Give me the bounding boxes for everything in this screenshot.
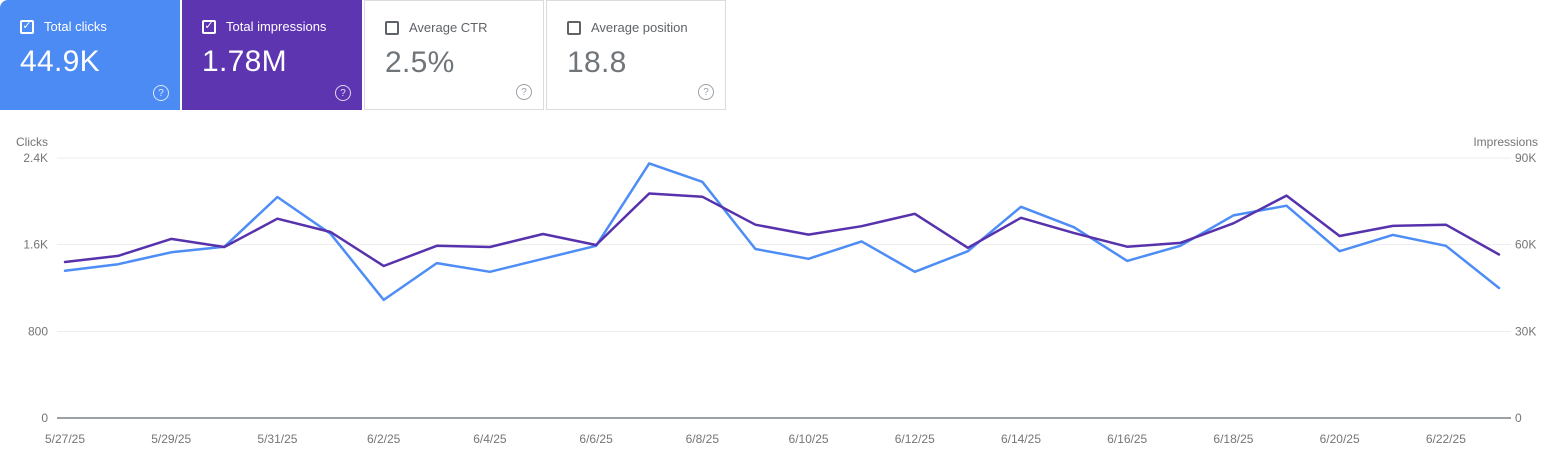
- metric-card-value: 18.8: [567, 46, 627, 79]
- x-axis-date-label: 5/27/25: [45, 432, 85, 446]
- performance-chart[interactable]: Clicks Impressions 0 800 1.6K 2.4K 0 30K 60K 90K 5…: [0, 125, 1557, 471]
- left-axis-tick: 2.4K: [23, 151, 48, 165]
- x-axis-date-label: 6/8/25: [686, 432, 720, 446]
- checkbox-checked-icon[interactable]: ✓: [202, 19, 216, 34]
- x-axis-date-label: 6/4/25: [473, 432, 507, 446]
- metric-card-label: Average position: [591, 20, 688, 35]
- metric-card-value: 44.9K: [20, 45, 100, 78]
- metric-card-value: 2.5%: [385, 46, 455, 79]
- metric-card-label: Total clicks: [44, 19, 107, 34]
- metric-card-label: Average CTR: [409, 20, 488, 35]
- right-axis-title: Impressions: [1473, 135, 1538, 149]
- help-icon[interactable]: ?: [516, 84, 532, 100]
- clicks-impressions-chart[interactable]: Clicks Impressions 0 800 1.6K 2.4K 0 30K 60K 90K 5…: [0, 125, 1557, 471]
- left-axis-tick: 800: [28, 324, 48, 338]
- x-axis-date-label: 6/18/25: [1213, 432, 1253, 446]
- x-axis-date-label: 6/12/25: [895, 432, 935, 446]
- x-axis-date-label: 6/6/25: [579, 432, 613, 446]
- checkbox-checked-icon[interactable]: ✓: [20, 19, 34, 34]
- right-axis-tick: 90K: [1515, 151, 1536, 165]
- left-axis-tick: 0: [41, 411, 48, 425]
- metric-card-total-clicks[interactable]: ✓ Total clicks 44.9K ?: [0, 0, 180, 110]
- checkbox-unchecked-icon[interactable]: [385, 20, 399, 35]
- clicks-line[interactable]: [63, 162, 1501, 302]
- x-axis-date-label: 6/2/25: [367, 432, 401, 446]
- x-axis-date-label: 5/29/25: [151, 432, 191, 446]
- x-axis-date-label: 6/10/25: [789, 432, 829, 446]
- metric-cards: ✓ Total clicks 44.9K ? ✓ Total impressio…: [0, 0, 1557, 110]
- metric-card-total-impressions[interactable]: ✓ Total impressions 1.78M ?: [182, 0, 362, 110]
- metric-card-label: Total impressions: [226, 19, 327, 34]
- x-axis-date-label: 6/14/25: [1001, 432, 1041, 446]
- metric-card-average-ctr[interactable]: Average CTR 2.5% ?: [364, 0, 544, 110]
- metric-card-average-position[interactable]: Average position 18.8 ?: [546, 0, 726, 110]
- x-axis-date-label: 6/22/25: [1426, 432, 1466, 446]
- help-icon[interactable]: ?: [698, 84, 714, 100]
- x-axis-date-label: 6/20/25: [1320, 432, 1360, 446]
- x-axis-date-label: 6/16/25: [1107, 432, 1147, 446]
- checkbox-unchecked-icon[interactable]: [567, 20, 581, 35]
- x-axis-date-label: 5/31/25: [257, 432, 297, 446]
- right-axis-tick: 0: [1515, 411, 1522, 425]
- help-icon[interactable]: ?: [153, 85, 169, 101]
- left-axis-title: Clicks: [16, 135, 48, 149]
- right-axis-tick: 60K: [1515, 238, 1536, 252]
- impressions-line[interactable]: [63, 192, 1501, 268]
- right-axis-tick: 30K: [1515, 324, 1536, 338]
- left-axis-tick: 1.6K: [23, 238, 48, 252]
- metric-card-value: 1.78M: [202, 45, 287, 78]
- help-icon[interactable]: ?: [335, 85, 351, 101]
